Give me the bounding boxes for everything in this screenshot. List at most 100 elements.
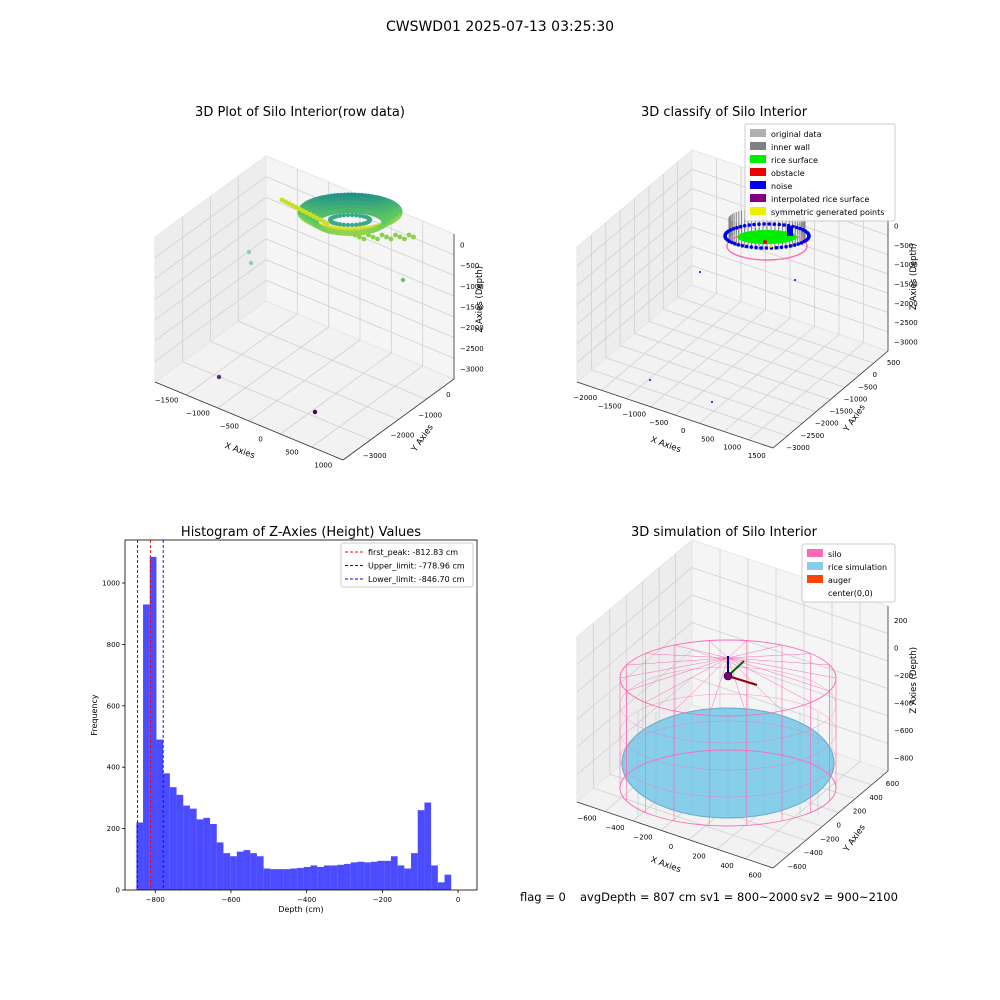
x-axis-label: X Axies — [649, 435, 682, 455]
legend-entry: inner wall — [771, 143, 810, 152]
noise-point — [754, 245, 758, 250]
noise-point — [782, 223, 786, 227]
gridline — [576, 265, 693, 364]
y-tick-label: 500 — [887, 359, 900, 367]
gridline — [265, 217, 455, 297]
histogram-bar — [364, 862, 371, 890]
data-point — [397, 208, 403, 214]
noise-point — [649, 379, 651, 381]
gridline — [210, 341, 399, 420]
histogram-bar — [431, 865, 438, 890]
histogram-bar — [189, 808, 197, 890]
histogram-bar — [270, 869, 278, 890]
noise-point — [779, 245, 784, 250]
histogram-bar — [163, 773, 170, 890]
gridline — [691, 246, 889, 313]
noise-point — [699, 271, 701, 273]
noise-point — [774, 245, 779, 250]
noise-point — [738, 224, 743, 229]
data-point — [357, 234, 362, 240]
histogram-bar — [183, 805, 190, 890]
y-tick-label: 0 — [837, 822, 841, 830]
silo-roof-line — [727, 644, 783, 659]
noise-point — [767, 222, 771, 226]
flag-text: flag = 0 — [520, 890, 566, 904]
y-tick-label: 200 — [853, 808, 866, 816]
legend-entry: auger — [828, 576, 852, 585]
gridline — [576, 188, 693, 286]
data-point — [345, 212, 351, 218]
legend-entry: silo — [828, 550, 842, 559]
histogram-bar — [330, 865, 338, 890]
noise-point — [788, 244, 793, 248]
histogram-bar — [357, 861, 365, 890]
y-tick-label: 600 — [107, 702, 120, 710]
histogram-bar — [350, 862, 358, 890]
histogram-bar — [377, 860, 385, 890]
histogram-bar — [317, 866, 324, 890]
noise-point — [711, 401, 713, 403]
center-marker — [723, 671, 733, 681]
avg-depth-text: avgDepth = 807 cm — [580, 890, 696, 904]
noise-point — [759, 246, 763, 250]
data-point — [397, 234, 403, 240]
z-tick-label: −2500 — [894, 319, 918, 327]
silo-roof-line — [727, 653, 811, 659]
legend-swatch — [750, 129, 766, 137]
panel-raw-title: 3D Plot of Silo Interior(row data) — [195, 105, 405, 120]
data-point — [352, 232, 358, 238]
data-point — [349, 222, 355, 228]
silo-roof-line — [727, 657, 811, 703]
data-point — [345, 222, 351, 228]
histogram-bar — [236, 851, 244, 890]
noise-point — [764, 246, 769, 250]
gridline — [691, 265, 889, 333]
y-axis-line — [342, 378, 455, 461]
histogram-bar — [424, 802, 432, 890]
y-tick-label: −600 — [787, 863, 806, 871]
legend-swatch — [750, 168, 766, 176]
histogram-bar — [437, 882, 445, 890]
z-tick-label: −800 — [894, 754, 913, 762]
data-point — [402, 236, 407, 242]
gridline — [591, 369, 788, 437]
histogram-bar — [277, 869, 284, 890]
y-tick-label: 600 — [886, 780, 899, 788]
histogram-bar — [444, 874, 452, 890]
obstacle-point — [763, 240, 767, 244]
y-tick-label: −2500 — [801, 432, 825, 440]
noise-point — [792, 243, 797, 247]
histogram-bar — [370, 861, 378, 890]
noise-point — [777, 222, 782, 227]
gridline — [576, 622, 693, 720]
legend-entry: Upper_limit: -778.96 cm — [368, 562, 465, 571]
plot-frame — [124, 539, 478, 891]
x-tick-label: 0 — [258, 436, 262, 444]
y-tick-label: −1000 — [844, 395, 868, 403]
silo-roof-line — [727, 657, 830, 692]
outlier-point — [400, 277, 406, 283]
x-tick-label: −800 — [146, 896, 165, 904]
noise-point — [728, 228, 733, 232]
x-tick-label: 0 — [681, 427, 685, 435]
data-point — [411, 234, 416, 240]
data-point — [354, 222, 359, 227]
x-tick-label: −400 — [297, 896, 316, 904]
x-axis-line — [576, 381, 774, 449]
symmetric-point — [769, 244, 773, 248]
gridline — [677, 296, 874, 364]
figure-title: CWSWD01 2025-07-13 03:25:30 — [386, 19, 614, 35]
panel-classify-title: 3D classify of Silo Interior — [641, 105, 808, 120]
noise-point — [794, 279, 796, 281]
legend-entry: Lower_limit: -846.70 cm — [368, 575, 465, 584]
data-point — [406, 232, 412, 238]
silo-roof-line — [645, 653, 729, 659]
histogram-bar — [397, 865, 405, 890]
rice-surface — [737, 230, 797, 244]
y-axis-label: Frequency — [90, 694, 99, 736]
y-tick-label: 400 — [869, 794, 882, 802]
gridline — [238, 320, 427, 400]
gridline — [576, 567, 693, 665]
histogram-bar — [417, 810, 425, 890]
histogram-bar — [156, 739, 164, 890]
